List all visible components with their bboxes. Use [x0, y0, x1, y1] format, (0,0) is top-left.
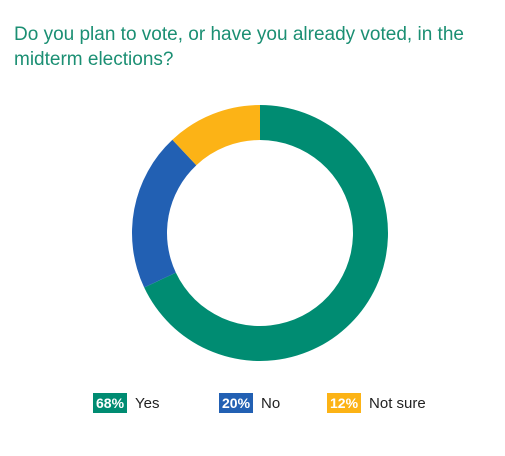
- legend-label-not-sure: Not sure: [369, 394, 426, 412]
- chart-legend: 68% Yes 20% No 12% Not sure: [0, 392, 505, 416]
- legend-badge-no: 20%: [219, 393, 254, 413]
- legend-item-yes: 68% Yes: [93, 392, 160, 414]
- chart-title: Do you plan to vote, or have you already…: [14, 24, 464, 70]
- legend-badge-yes: 68%: [93, 393, 128, 413]
- legend-label-no: No: [261, 394, 281, 412]
- legend-item-not-sure: 12% Not sure: [327, 392, 426, 414]
- legend-label-yes: Yes: [135, 394, 160, 412]
- legend-badge-not-sure: 12%: [327, 393, 362, 413]
- slice-no: [132, 139, 197, 288]
- legend-item-no: 20% No: [219, 392, 280, 414]
- slice-not-sure: [172, 105, 260, 166]
